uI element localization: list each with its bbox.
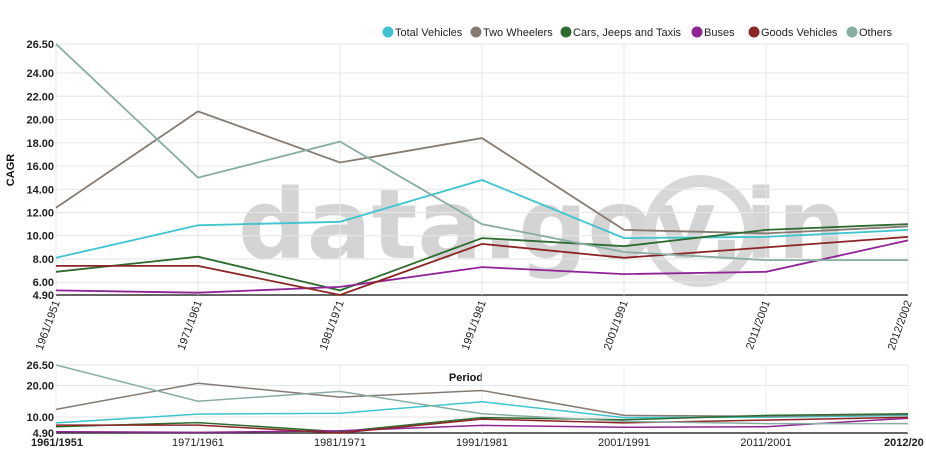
y-tick-label: 12.00 xyxy=(26,207,54,219)
legend-swatch xyxy=(560,26,572,38)
x-tick-label: 1971/1961 xyxy=(176,299,205,352)
y-axis-ticks: 26.50 24.00 22.00 20.00 18.00 16.00 14.00 12.00… xyxy=(26,39,54,302)
navigator-series[interactable] xyxy=(55,364,909,434)
navigator-series-line xyxy=(55,364,908,425)
x-tick-label: 2012/20 xyxy=(884,437,924,449)
navigator-series-line xyxy=(55,417,909,434)
legend-swatch xyxy=(691,26,703,38)
series-line xyxy=(56,236,909,296)
legend-label: Buses xyxy=(704,27,735,39)
navigator-series-line xyxy=(55,382,909,418)
legend-item[interactable]: Others xyxy=(846,26,893,40)
y-tick-label: 6.00 xyxy=(33,277,54,289)
x-axis-ticks: 1961/1951 1971/1961 1981/1971 1991/1981 2001… xyxy=(34,299,915,352)
x-tick-label: 1991/1981 xyxy=(460,299,489,352)
navigator-series-line xyxy=(55,413,909,433)
legend-swatch xyxy=(846,26,858,38)
legend-label: Total Vehicles xyxy=(395,27,463,39)
y-tick-label: 4.90 xyxy=(33,428,54,440)
y-tick-label: 16.00 xyxy=(26,161,54,173)
y-tick-label: 10.00 xyxy=(26,412,54,424)
navigator-series-line xyxy=(55,401,909,424)
legend-label: Two Wheelers xyxy=(483,27,553,39)
x-tick-label: 1961/1951 xyxy=(31,437,83,449)
legend: Total Vehicles Two Wheelers Cars, Jeeps an… xyxy=(382,26,893,40)
x-tick-label: 1981/1971 xyxy=(314,437,366,449)
series-line xyxy=(55,239,909,294)
legend-label: Cars, Jeeps and Taxis xyxy=(573,27,682,39)
x-axis-title: Period xyxy=(449,372,483,384)
y-tick-label: 26.50 xyxy=(26,360,54,372)
series-line xyxy=(55,179,909,259)
legend-item[interactable]: Buses xyxy=(691,26,736,40)
legend-item[interactable]: Cars, Jeeps and Taxis xyxy=(560,26,682,40)
y-tick-label: 4.90 xyxy=(33,290,54,302)
x-tick-label: 2001/1991 xyxy=(598,437,650,449)
y-tick-label: 26.50 xyxy=(26,39,54,51)
series-line xyxy=(55,43,908,262)
x-tick-label: 1981/1971 xyxy=(318,299,347,352)
legend-swatch xyxy=(748,26,760,38)
navigator-y-ticks: 26.50 20.00 10.00 4.90 xyxy=(26,360,54,440)
legend-swatch xyxy=(470,26,482,38)
y-axis-title: CAGR xyxy=(5,154,17,186)
x-tick-label: 2001/1991 xyxy=(602,299,631,352)
x-tick-label: 1961/1951 xyxy=(34,299,63,352)
legend-item[interactable]: Two Wheelers xyxy=(470,26,554,40)
y-tick-label: 20.00 xyxy=(26,380,54,392)
legend-swatch xyxy=(382,26,394,38)
x-tick-label: 1991/1981 xyxy=(456,437,508,449)
y-tick-label: 14.00 xyxy=(26,184,54,196)
y-tick-label: 18.00 xyxy=(26,138,54,150)
series-line xyxy=(55,223,909,292)
y-tick-label: 10.00 xyxy=(26,231,54,243)
navigator-x-ticks: 1961/1951 1971/1961 1981/1971 1991/1981 2001… xyxy=(31,437,924,449)
legend-item[interactable]: Total Vehicles xyxy=(382,26,463,40)
main-grid xyxy=(55,43,909,296)
series-line xyxy=(55,110,909,235)
x-tick-label: 2011/2001 xyxy=(744,299,773,351)
x-tick-label: 1971/1961 xyxy=(172,437,224,449)
y-tick-label: 22.00 xyxy=(26,91,54,103)
x-tick-label: 2011/2001 xyxy=(740,437,791,449)
y-tick-label: 24.00 xyxy=(26,68,54,80)
legend-item[interactable]: Goods Vehicles xyxy=(748,26,838,40)
navigator-series-line xyxy=(56,416,909,434)
y-tick-label: 8.00 xyxy=(33,254,54,266)
main-plot-series xyxy=(55,43,909,296)
legend-label: Others xyxy=(859,27,893,39)
legend-label: Goods Vehicles xyxy=(761,27,838,39)
y-tick-label: 20.00 xyxy=(26,115,54,127)
x-tick-label: 2012/2002 xyxy=(886,299,915,352)
